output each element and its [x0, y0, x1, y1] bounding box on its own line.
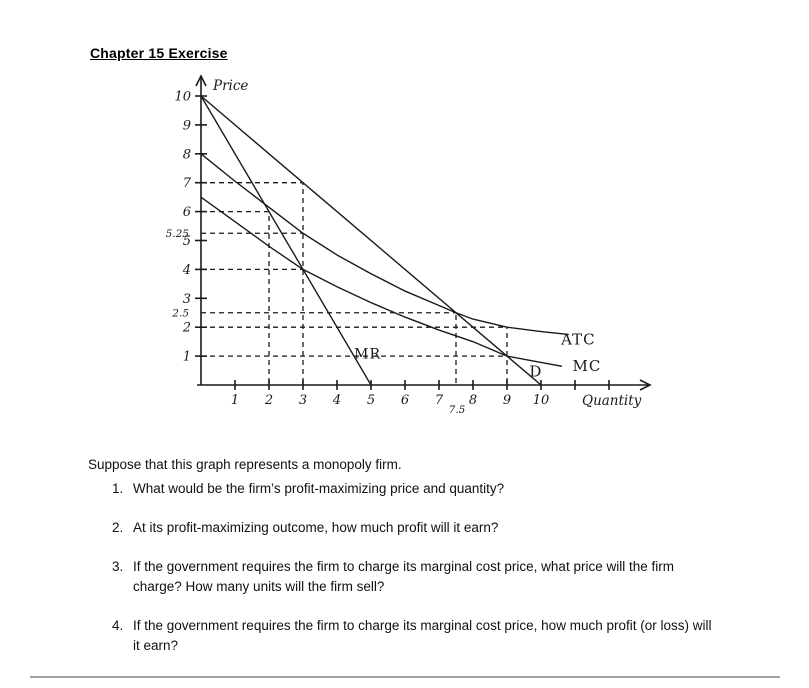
question-text: What would be the firm’s profit-maximizi… [133, 481, 505, 496]
x-tick-label-4: 4 [332, 393, 341, 408]
x-tick-label-2: 2 [264, 393, 273, 408]
question-item-3: 3. If the government requires the firm to… [112, 557, 722, 597]
curve-label-MC: MC [572, 357, 601, 375]
x-tick-label-10: 10 [533, 393, 550, 408]
question-text: If the government requires the firm to c… [133, 618, 712, 653]
page-bottom-divider [30, 676, 780, 678]
question-item-1: 1. What would be the firm’s profit-maximi… [112, 479, 722, 499]
question-number: 1. [112, 481, 124, 496]
y-tick-label-3: 3 [183, 292, 191, 307]
question-number: 4. [112, 618, 124, 633]
curve-MC [200, 196, 563, 367]
y-tick-label-1: 1 [183, 350, 191, 365]
y-extra-label-5.25: 5.25 [166, 228, 190, 240]
question-number: 3. [112, 559, 124, 574]
x-axis-title: Quantity [582, 393, 642, 409]
y-tick-label-8: 8 [183, 147, 191, 162]
questions-list: 1. What would be the firm’s profit-maximi… [112, 479, 722, 675]
y-tick-label-5: 5 [183, 234, 191, 249]
curve-D [200, 95, 542, 386]
y-tick-label-6: 6 [183, 205, 191, 220]
x-tick-label-8: 8 [469, 393, 477, 408]
question-text: At its profit-maximizing outcome, how mu… [133, 520, 499, 535]
y-tick-label-9: 9 [183, 118, 191, 133]
curve-ATC [200, 153, 569, 336]
x-tick-label-5: 5 [367, 393, 375, 408]
intro-text: Suppose that this graph represents a mon… [88, 456, 402, 472]
x-tick-label-1: 1 [231, 393, 239, 408]
y-tick-label-7: 7 [183, 176, 192, 191]
question-text: If the government requires the firm to c… [133, 559, 674, 594]
y-tick-label-4: 4 [182, 263, 191, 278]
y-tick-label-10: 10 [174, 90, 191, 105]
y-extra-label-2.5: 2.5 [171, 307, 189, 319]
x-tick-label-6: 6 [401, 393, 409, 408]
curve-label-D: D [529, 362, 542, 380]
y-axis-arrow [195, 74, 207, 87]
x-axis-arrow [639, 379, 652, 391]
page-title: Chapter 15 Exercise [90, 45, 228, 62]
curve-MR [200, 95, 372, 386]
x-tick-label-7: 7 [435, 393, 444, 408]
curve-label-ATC: ATC [560, 331, 596, 349]
y-axis-title: Price [212, 78, 248, 94]
question-number: 2. [112, 520, 124, 535]
x-tick-label-9: 9 [503, 393, 511, 408]
y-tick-label-2: 2 [182, 321, 191, 336]
curve-label-MR: MR [354, 346, 381, 362]
x-extra-label-7-5: 7.5 [449, 404, 466, 416]
question-item-2: 2. At its profit-maximizing outcome, how … [112, 518, 722, 538]
question-item-4: 4. If the government requires the firm to… [112, 616, 722, 656]
x-tick-label-3: 3 [299, 393, 307, 408]
